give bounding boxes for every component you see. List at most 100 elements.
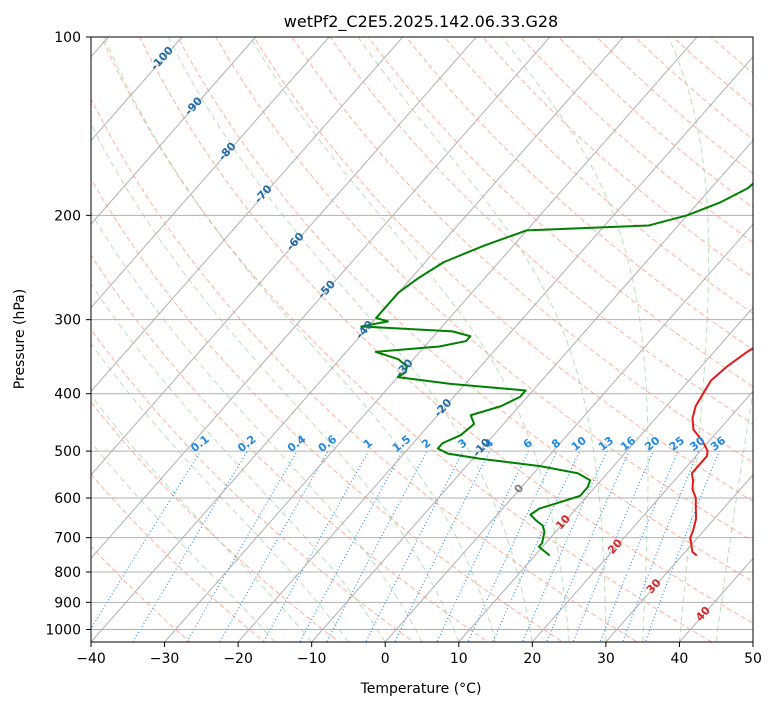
dry-adiabat [596,37,753,175]
isotherm-line [91,37,257,225]
isotherm-line [531,390,753,642]
dry-adiabat [634,37,753,141]
mixing-ratio-label: 1 [361,436,375,451]
isotherm-line [91,37,477,476]
y-tick-label: 700 [54,531,81,547]
mixing-ratio-line [365,450,464,642]
mixing-ratio-line [262,450,370,642]
isotherm-line [237,56,753,642]
x-tick-label: −30 [150,651,180,667]
dry-adiabat [100,37,713,642]
dry-adiabat [481,37,753,279]
x-axis-title: Temperature (°C) [360,681,482,697]
mixing-ratio-line [185,450,298,642]
plot-frame [90,36,754,643]
mixing-ratio-label: 8 [549,436,563,451]
dry-adiabat [405,37,753,351]
y-tick-label: 900 [54,595,81,611]
isotherm-line [163,37,698,642]
y-tick-label: 100 [54,30,81,46]
dry-adiabat [253,37,753,502]
mixing-ratio-label: 30 [687,434,707,454]
dry-adiabat [91,545,191,642]
isotherm-line [91,37,404,392]
isotherm-line [384,223,753,642]
moist-adiabat [91,122,460,642]
dry-adiabat [367,37,753,388]
isotherm-line [458,306,753,642]
isotherms [0,10,753,654]
dry-adiabat [519,37,753,244]
mixing-ratio-label: 6 [521,436,535,451]
mixing-ratio-label: 20 [642,434,662,454]
mixing-ratio-label: 10 [569,434,589,454]
y-axis-title: Pressure (hPa) [12,289,28,389]
moist-adiabat [501,37,649,642]
mixing-ratio-label: 36 [708,434,728,454]
y-tick-label: 300 [54,313,81,329]
mixing-ratio-line [132,450,248,642]
isotherm-line [91,37,625,642]
y-tick-label: 800 [54,565,81,581]
pressure-gridlines [91,37,753,630]
x-tick-label: 50 [744,651,762,667]
chart-title: wetPf2_C2E5.2025.142.06.33.G28 [284,12,558,32]
dry-adiabat [91,97,639,642]
moist-adiabat [167,37,533,642]
dry-adiabat [177,37,753,583]
isotherm-line [91,37,330,309]
dry-adiabat [710,37,753,74]
dry-adiabat [558,37,753,209]
isotherm-line [91,37,183,142]
y-tick-label: 600 [54,491,81,507]
dry-adiabat [91,254,489,642]
moist-adiabat [715,389,753,642]
moist-adiabat [357,37,607,642]
x-tick-label: −10 [297,651,327,667]
dry-adiabat [91,328,415,642]
moist-adiabat [91,342,349,642]
y-axis-ticks: 100 200 300 400 500 600 700 800 900 1000 [45,30,91,638]
y-tick-label: 1000 [45,622,81,638]
x-tick-label: 0 [381,651,390,667]
mixing-ratio-line [91,450,202,630]
moist-adiabat [91,394,313,642]
moist-adiabat [667,37,710,642]
sounding-profiles [360,182,753,557]
x-tick-label: 20 [523,651,541,667]
moist-adiabats [91,37,753,642]
isotherm-line [310,139,753,642]
x-tick-label: 40 [671,651,689,667]
isotherm-line [605,474,753,642]
y-tick-label: 200 [54,208,81,224]
moist-adiabat [103,37,497,642]
dewpoint-profile [360,182,753,557]
dry-adiabat [215,37,753,542]
dry-adiabat [139,37,753,624]
moist-adiabat [91,441,276,642]
dry-adiabat [443,37,753,315]
isotherm-line [752,641,753,642]
dry-adiabats [91,37,753,642]
dry-adiabat [291,37,753,463]
y-tick-label: 400 [54,387,81,403]
dry-adiabat [91,401,340,642]
dry-adiabat [672,37,753,107]
dry-adiabat [91,177,564,642]
x-tick-label: 30 [597,651,615,667]
moist-adiabat [91,283,386,642]
moist-adiabat [91,211,423,642]
mixing-ratio-line [299,450,403,642]
x-axis-ticks: −40 −30 −20 −10 0 10 20 30 40 50 [76,642,762,667]
plot-area [0,10,753,654]
isotherm-line [0,10,59,654]
x-tick-label: −20 [223,651,253,667]
x-tick-label: −40 [76,651,106,667]
mixing-ratio-line [521,450,608,642]
temperature-profile [689,347,753,557]
isotherm-line [678,557,753,642]
mixing-ratio-label: 16 [618,434,638,454]
isotherm-line [91,37,551,560]
moist-adiabat [249,37,570,642]
